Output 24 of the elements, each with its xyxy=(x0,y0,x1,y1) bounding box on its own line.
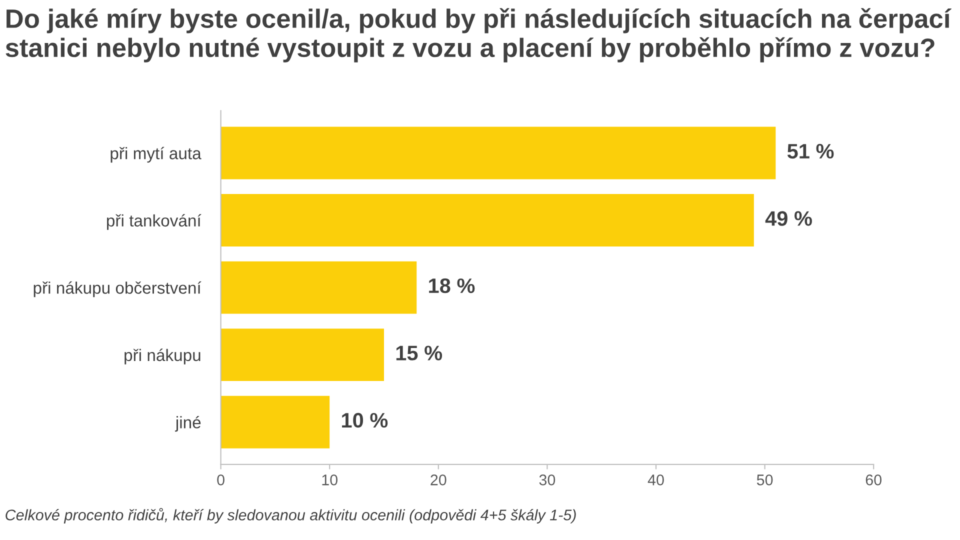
y-tick-label: při nákupu občerstvení xyxy=(34,281,202,298)
y-tick-label: jiné xyxy=(175,416,201,432)
text: Celkové procento řidičů, kteří by sledovanou aktivitu ocenili (odpovědi 4+5 škály 1-5) xyxy=(6,508,576,524)
data-label: 10 % xyxy=(342,412,388,428)
bar xyxy=(220,194,754,247)
x-tick-label: 0 xyxy=(217,474,224,486)
bar xyxy=(220,396,330,448)
x-tick-label: 30 xyxy=(539,474,556,486)
x-tick-label: 50 xyxy=(756,474,773,486)
bar xyxy=(220,261,417,314)
data-label: 49 % xyxy=(765,211,812,226)
x-tick-label: 40 xyxy=(648,474,664,486)
x-tick-label: 10 xyxy=(322,474,338,486)
data-label: 51 % xyxy=(787,144,834,159)
bar xyxy=(220,126,776,180)
x-tick-label: 20 xyxy=(430,474,446,486)
data-label: 15 % xyxy=(396,346,442,360)
chart-title: Do jaké míry byste ocenil/a, pokud by při následujících situacích na čerpací stanici nebylo nutné vystoupit z vozu a placení by proběhlo přímo z vozu? xyxy=(6,8,952,62)
data-label: 18 % xyxy=(429,278,475,294)
y-tick-label: při tankování xyxy=(107,214,202,230)
y-tick-label: při mytí auta xyxy=(110,146,202,163)
y-tick-label: při nákupu xyxy=(124,348,200,364)
bar xyxy=(220,328,384,382)
x-tick-label: 60 xyxy=(866,474,882,486)
